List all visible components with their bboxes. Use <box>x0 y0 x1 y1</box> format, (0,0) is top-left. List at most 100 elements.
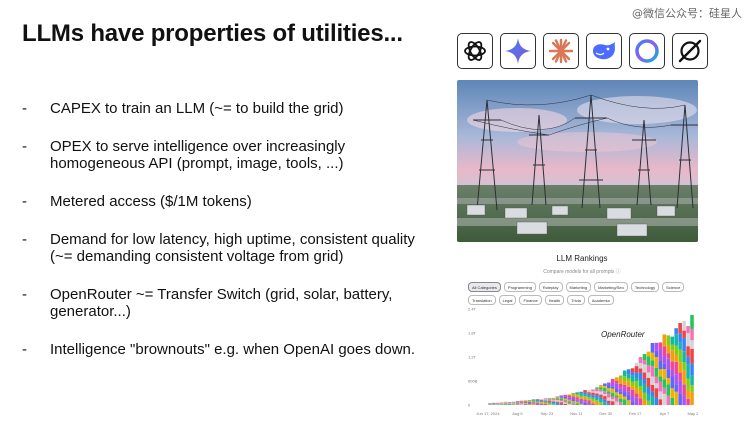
chip-marketing-seo[interactable]: Marketing/Seo <box>594 282 628 292</box>
bar-segment <box>642 379 647 384</box>
bar-segment <box>678 349 682 363</box>
chip-health[interactable]: Health <box>544 295 565 305</box>
bullet-text: OPEX to serve intelligence over increasi… <box>50 138 346 172</box>
bar-segment <box>535 404 540 405</box>
bar-segment <box>571 403 575 405</box>
bullet-dash: - <box>22 193 27 210</box>
bar-segment <box>670 344 674 351</box>
bar-segment <box>563 400 568 403</box>
bar-segment <box>531 400 536 401</box>
bar-segment <box>599 399 603 403</box>
bar-segment <box>563 398 568 400</box>
category-chips: All Categories Programming Roleplay Mark… <box>468 282 698 305</box>
bar-segment <box>618 391 623 394</box>
bullet-item: - Demand for low latency, high uptime, co… <box>22 231 422 265</box>
chip-all-categories[interactable]: All Categories <box>468 282 501 292</box>
bar-segment <box>603 396 607 400</box>
bar-segment <box>611 383 615 387</box>
bar-segment <box>642 392 647 400</box>
bar-segment <box>634 397 639 405</box>
bar-segment <box>614 395 619 398</box>
bar-segment <box>551 401 556 402</box>
bar-segment <box>519 402 524 404</box>
stacked-bar <box>496 402 500 405</box>
bar-segment <box>591 391 595 393</box>
bar-segment <box>674 345 678 355</box>
bar-segment <box>626 381 631 387</box>
bar-segment <box>563 399 568 401</box>
bar-segment <box>563 394 568 397</box>
bar-segment <box>607 388 611 392</box>
bar-segment <box>658 381 663 392</box>
bar-segment <box>646 394 651 401</box>
bar-segment <box>634 377 639 382</box>
bar-segment <box>559 395 564 397</box>
chip-finance[interactable]: Finance <box>519 295 542 305</box>
stacked-bar <box>488 403 492 405</box>
bar-segment <box>686 326 690 334</box>
bar-segment <box>531 404 536 405</box>
bar-segment <box>547 404 552 405</box>
stacked-bar <box>543 398 548 405</box>
chip-technology[interactable]: Technology <box>630 282 660 292</box>
y-tick-label: 1.8T <box>468 331 477 336</box>
chip-programming[interactable]: Programming <box>503 282 536 292</box>
bar-segment <box>634 393 639 398</box>
chip-legal[interactable]: Legal <box>498 295 517 305</box>
bar-segment <box>587 403 591 405</box>
bullet-dash: - <box>22 231 27 248</box>
stacked-bar <box>539 399 544 405</box>
bar-segment <box>555 398 560 400</box>
bar-segment <box>519 403 524 405</box>
bar-segment <box>674 361 678 375</box>
bar-segment <box>634 388 639 394</box>
chip-marketing[interactable]: Marketing <box>565 282 592 292</box>
bar-segment <box>523 403 528 404</box>
bar-segment <box>626 394 631 401</box>
bar-segment <box>575 399 579 401</box>
bar-segment <box>630 372 635 376</box>
bar-segment <box>646 351 651 357</box>
x-tick-label: May 26 <box>687 411 698 416</box>
bar-segment <box>595 395 599 398</box>
bar-segment <box>551 399 556 401</box>
bar-segment <box>603 391 607 394</box>
bar-segment <box>583 394 587 397</box>
bar-segment <box>579 397 583 399</box>
bar-segment <box>634 372 639 378</box>
bar-segment <box>654 350 659 358</box>
bar-segment <box>614 397 619 402</box>
bar-segment <box>531 400 536 402</box>
bar-segment <box>563 403 568 405</box>
chip-academia[interactable]: Academia <box>587 295 614 305</box>
bar-segment <box>571 401 575 403</box>
stacked-bar <box>646 351 651 405</box>
bar-segment <box>563 396 568 397</box>
chip-trivia[interactable]: Trivia <box>567 295 585 305</box>
bar-segment <box>614 380 619 384</box>
bar-segment <box>571 393 575 395</box>
chip-science[interactable]: Science <box>662 282 685 292</box>
bar-segment <box>587 389 591 393</box>
openai-icon <box>457 33 493 69</box>
chip-translation[interactable]: Translation <box>468 295 496 305</box>
bar-segment <box>579 391 583 394</box>
chip-roleplay[interactable]: Roleplay <box>538 282 563 292</box>
bar-segment <box>638 386 643 391</box>
bar-segment <box>599 389 603 392</box>
stacked-bar <box>658 342 663 405</box>
bar-segment <box>674 391 678 405</box>
bar-segment <box>614 392 619 396</box>
bar-segment <box>630 381 635 387</box>
bar-segment <box>567 394 571 396</box>
bar-segment <box>535 403 540 405</box>
bar-segment <box>551 403 556 405</box>
bar-segment <box>646 372 651 378</box>
bullet-item: - OpenRouter ~= Transfer Switch (grid, so… <box>22 286 422 320</box>
stacked-bar <box>618 375 623 405</box>
bar-segment <box>690 363 694 376</box>
bar-segment <box>567 398 571 400</box>
bar-segment <box>547 401 552 403</box>
bar-segment <box>591 401 595 404</box>
bar-segment <box>547 400 552 402</box>
